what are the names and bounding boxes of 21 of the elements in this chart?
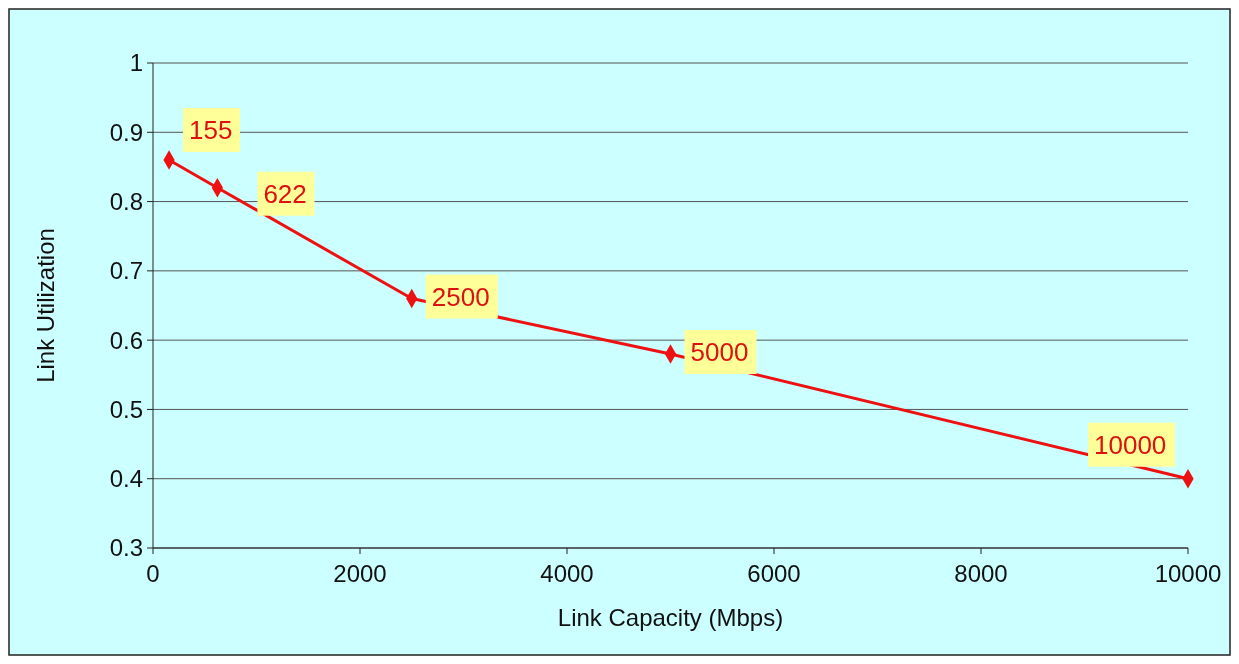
x-tick-label: 10000	[1154, 560, 1222, 587]
annotation: 5000	[690, 337, 749, 367]
y-tick-label: 0.8	[109, 187, 143, 215]
y-tick-label: 0.3	[109, 534, 143, 562]
annotation: 155	[189, 115, 233, 145]
y-tick-label: 1	[129, 49, 143, 77]
y-tick-label: 0.4	[109, 465, 143, 493]
y-tick-label: 0.7	[109, 257, 143, 285]
x-tick-label: 2000	[333, 560, 387, 587]
y-tick-label: 0.9	[109, 118, 143, 146]
x-tick-label: 8000	[954, 560, 1008, 587]
x-axis-title: Link Capacity (Mbps)	[557, 604, 784, 631]
annotation: 2500	[431, 281, 490, 312]
y-tick-label: 0.6	[109, 326, 143, 354]
y-tick-label: 0.5	[109, 395, 143, 423]
x-tick-label: 0	[146, 560, 160, 587]
annotation: 10000	[1094, 429, 1167, 460]
x-tick-label: 6000	[747, 560, 801, 587]
x-tick-label: 4000	[540, 560, 594, 587]
y-axis-title: Link Utilization	[32, 228, 59, 383]
annotation: 622	[263, 178, 307, 209]
